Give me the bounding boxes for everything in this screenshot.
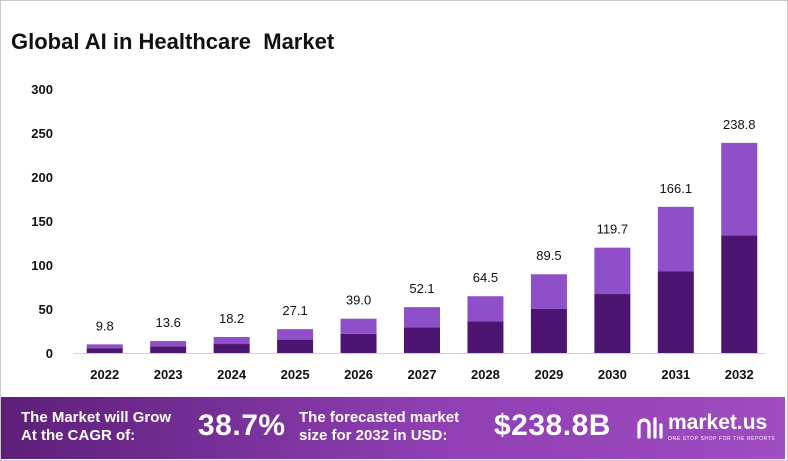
bar-segment-bottom bbox=[213, 344, 250, 353]
cagr-text-line2: At the CAGR of: bbox=[21, 427, 136, 444]
x-tick-label: 2025 bbox=[281, 367, 310, 382]
summary-banner: The Market will Grow At the CAGR of: 38.… bbox=[1, 397, 785, 459]
x-tick-label: 2026 bbox=[344, 367, 373, 382]
bar-segment-bottom bbox=[340, 333, 377, 353]
bar-segment-bottom bbox=[86, 348, 123, 353]
x-tick-label: 2028 bbox=[471, 367, 500, 382]
forecast-text-line2: size for 2032 in USD: bbox=[299, 427, 448, 444]
bar-segment-top bbox=[594, 247, 631, 295]
forecast-value: $238.8B bbox=[494, 409, 611, 442]
bar-segment-top bbox=[404, 307, 440, 328]
bar-segment-top bbox=[530, 274, 567, 309]
y-tick-label: 0 bbox=[46, 346, 53, 361]
forecast-text-line1: The forecasted market bbox=[299, 409, 460, 426]
x-tick-label: 2032 bbox=[725, 367, 754, 382]
bar-segment-bottom bbox=[721, 235, 758, 353]
data-label: 238.8 bbox=[723, 117, 756, 132]
market-us-logo-icon bbox=[637, 417, 663, 439]
bar-segment-bottom bbox=[277, 339, 314, 353]
chart-title: Global AI in Healthcare Market bbox=[11, 29, 335, 54]
bar-segment-bottom bbox=[594, 294, 631, 353]
bar-segment-bottom bbox=[467, 321, 504, 353]
cagr-value: 38.7% bbox=[198, 409, 286, 442]
bar-segment-bottom bbox=[150, 346, 187, 353]
bar-segment-top bbox=[467, 296, 504, 322]
forecast-text: The forecasted market size for 2032 in U… bbox=[299, 409, 459, 445]
y-tick-label: 50 bbox=[39, 302, 53, 317]
data-label: 119.7 bbox=[597, 222, 629, 237]
x-tick-label: 2031 bbox=[661, 367, 690, 382]
bar-segment-top bbox=[657, 206, 694, 272]
bar-segment-top bbox=[721, 142, 758, 236]
x-tick-label: 2022 bbox=[90, 367, 119, 382]
bar-segment-top bbox=[150, 341, 187, 347]
cagr-text: The Market will Grow At the CAGR of: bbox=[21, 409, 171, 445]
brand-name: market.us bbox=[668, 411, 768, 434]
x-tick-label: 2023 bbox=[154, 367, 183, 382]
data-label: 27.1 bbox=[282, 303, 307, 318]
data-label: 64.5 bbox=[473, 270, 498, 285]
bar-segment-bottom bbox=[530, 308, 567, 353]
y-tick-label: 250 bbox=[31, 126, 53, 141]
data-label: 9.8 bbox=[96, 318, 114, 333]
y-tick-label: 100 bbox=[31, 258, 53, 273]
market-us-logo: market.us ONE STOP SHOP FOR THE REPORTS bbox=[636, 411, 776, 447]
x-tick-label: 2030 bbox=[598, 367, 627, 382]
x-tick-label: 2029 bbox=[534, 367, 563, 382]
data-label: 52.1 bbox=[409, 281, 434, 296]
bar-segment-top bbox=[86, 344, 123, 349]
brand-tagline: ONE STOP SHOP FOR THE REPORTS bbox=[668, 436, 776, 442]
bar-segment-bottom bbox=[657, 271, 694, 353]
bar-segment-top bbox=[213, 336, 250, 345]
data-label: 166.1 bbox=[660, 181, 693, 196]
data-label: 39.0 bbox=[346, 293, 371, 308]
data-label: 13.6 bbox=[156, 315, 181, 330]
data-label: 18.2 bbox=[219, 311, 244, 326]
y-tick-label: 200 bbox=[31, 170, 53, 185]
y-tick-label: 300 bbox=[31, 82, 53, 97]
x-tick-label: 2027 bbox=[408, 367, 437, 382]
x-tick-label: 2024 bbox=[217, 367, 247, 382]
y-tick-label: 150 bbox=[31, 214, 53, 229]
data-label: 89.5 bbox=[536, 248, 561, 263]
bar-segment-top bbox=[340, 318, 377, 334]
bar-segment-bottom bbox=[404, 327, 440, 353]
bar-segment-top bbox=[277, 329, 314, 340]
cagr-text-line1: The Market will Grow bbox=[21, 409, 172, 426]
bar-chart: 0 50 100 150 200 250 300 9.8 2022 13.6 2023 18.2 202… bbox=[31, 82, 765, 382]
